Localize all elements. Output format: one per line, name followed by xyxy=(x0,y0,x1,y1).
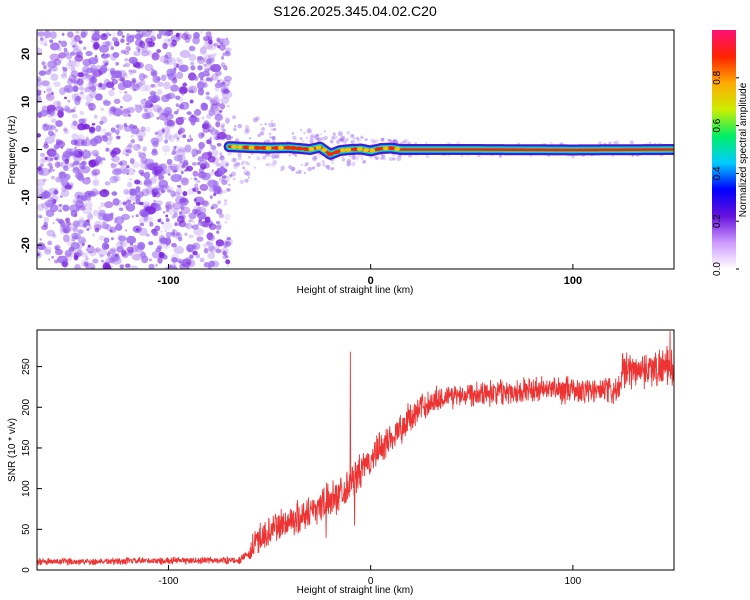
snr-panel: -100 0 100 250 200 150 100 50 0 Height of straig… xyxy=(7,329,675,596)
colorbar-tick-label: 0.6 xyxy=(712,118,723,132)
spectrogram-xtick-label: 100 xyxy=(564,275,582,287)
colorbar-label: Normalized spectral amplitude xyxy=(738,82,749,217)
chart-title: S126.2025.345.04.02.C20 xyxy=(273,3,437,19)
noise-speckle xyxy=(37,30,234,269)
snr-xtick-label: -100 xyxy=(158,576,178,587)
colorbar-tick-label: 0.0 xyxy=(712,262,723,276)
snr-ylabel: SNR (10 * v/v) xyxy=(7,418,18,482)
spectrogram-ytick-label: -10 xyxy=(20,189,32,205)
snr-ytick-label: 0 xyxy=(21,567,32,573)
spectrogram-ytick-label: 10 xyxy=(20,96,32,108)
snr-ytick-label: 200 xyxy=(21,399,32,416)
snr-frame xyxy=(36,329,675,571)
snr-ytick-label: 100 xyxy=(21,480,32,497)
snr-xtick-label: 0 xyxy=(368,576,374,587)
spectrogram-ytick-label: 0 xyxy=(20,146,32,152)
spectrogram-xlabel: Height of straight line (km) xyxy=(297,285,414,296)
spectrogram-xtick-label: -100 xyxy=(157,275,179,287)
spectrogram-ylabel: Frequency (Hz) xyxy=(7,116,18,185)
snr-xlabel: Height of straight line (km) xyxy=(297,585,414,596)
colorbar: 0.0 0.2 0.4 0.6 0.8 Normalized spectral ampl… xyxy=(712,30,749,276)
colorbar-tick-label: 0.4 xyxy=(712,166,723,180)
colorbar-tick-label: 0.2 xyxy=(712,214,723,228)
spectrogram-ytick-label: 20 xyxy=(20,48,32,60)
colorbar-tick-label: 0.8 xyxy=(712,70,723,84)
snr-ytick-label: 50 xyxy=(21,523,32,535)
spectrogram-xtick-label: 0 xyxy=(368,275,374,287)
spectrogram-ytick-label: -20 xyxy=(20,237,32,253)
colorbar-scale xyxy=(712,30,736,269)
frequency-trace xyxy=(223,141,674,160)
snr-ytick-label: 150 xyxy=(21,439,32,456)
snr-line xyxy=(37,331,674,566)
snr-ytick-label: 250 xyxy=(21,358,32,375)
snr-xtick-label: 100 xyxy=(565,576,582,587)
